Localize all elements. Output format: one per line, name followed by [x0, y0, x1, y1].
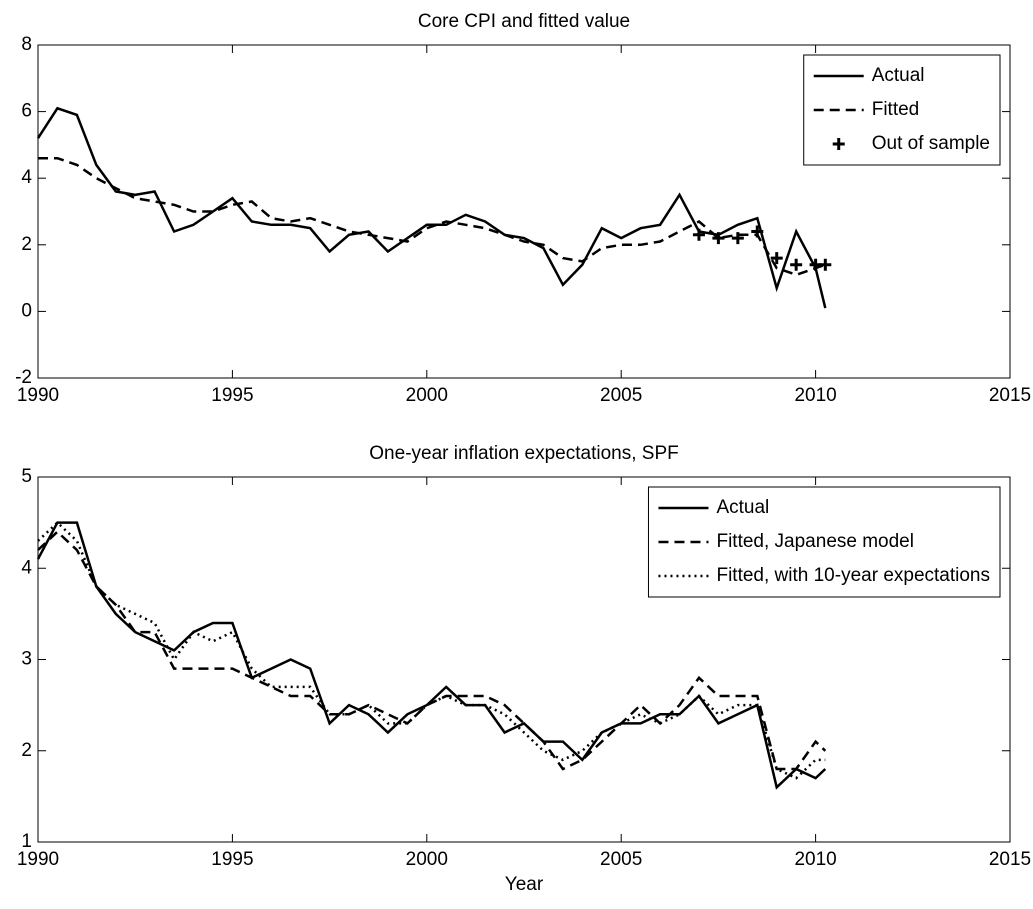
y-tick-label: 0 [21, 300, 32, 321]
marker [692, 228, 705, 241]
legend-label: Out of sample [872, 133, 990, 154]
y-tick-label: 6 [21, 101, 32, 122]
y-tick-label: -2 [15, 367, 32, 388]
x-tick-label: 1990 [17, 849, 59, 870]
plot-area [36, 106, 832, 309]
y-tick-label: 8 [21, 34, 32, 55]
legend-label: Fitted, with 10-year expectations [716, 565, 990, 586]
x-tick-label: 1990 [17, 385, 59, 406]
legend: Actual Fitted, Japanese model Fitted, with… [647, 486, 1001, 598]
x-tick-label: 1995 [211, 849, 253, 870]
marker [790, 258, 803, 271]
y-tick-label: 2 [21, 234, 32, 255]
marker [770, 252, 783, 265]
x-tick-label: 2005 [600, 849, 642, 870]
marker [731, 232, 744, 245]
y-tick-label: 5 [21, 466, 32, 487]
legend: Actual Fitted Out of sample [803, 54, 1001, 166]
series-line [38, 156, 826, 277]
series-line [36, 106, 827, 309]
plot-frame [37, 44, 1011, 379]
marker [751, 225, 764, 238]
plot-frame [37, 476, 1011, 843]
y-tick-label: 4 [21, 167, 32, 188]
chart-title: One-year inflation expectations, SPF [369, 443, 678, 464]
x-tick-label: 2005 [600, 385, 642, 406]
x-axis-label: Year [505, 874, 544, 895]
x-tick-label: 2000 [406, 849, 448, 870]
series-line [36, 521, 827, 790]
legend-label: Fitted [872, 99, 920, 120]
y-tick-label: 4 [21, 557, 32, 578]
legend-frame [803, 54, 1001, 166]
x-tick-label: 2015 [989, 385, 1031, 406]
x-tick-label: 2010 [794, 849, 836, 870]
legend-label: Fitted, Japanese model [716, 531, 914, 552]
x-tick-label: 1995 [211, 385, 253, 406]
legend-label: Actual [716, 497, 769, 518]
legend-marker [832, 138, 845, 150]
y-tick-label: 2 [21, 740, 32, 761]
y-tick-label: 3 [21, 649, 32, 670]
plot-area [36, 520, 827, 790]
x-tick-label: 2000 [406, 385, 448, 406]
series-line [37, 530, 827, 771]
x-tick-label: 2015 [989, 849, 1031, 870]
marker [712, 232, 725, 245]
legend-label: Actual [872, 65, 925, 86]
marker [819, 258, 832, 271]
y-tick-label: 1 [21, 831, 32, 852]
chart-title: Core CPI and fitted value [418, 11, 630, 32]
x-tick-label: 2010 [794, 385, 836, 406]
